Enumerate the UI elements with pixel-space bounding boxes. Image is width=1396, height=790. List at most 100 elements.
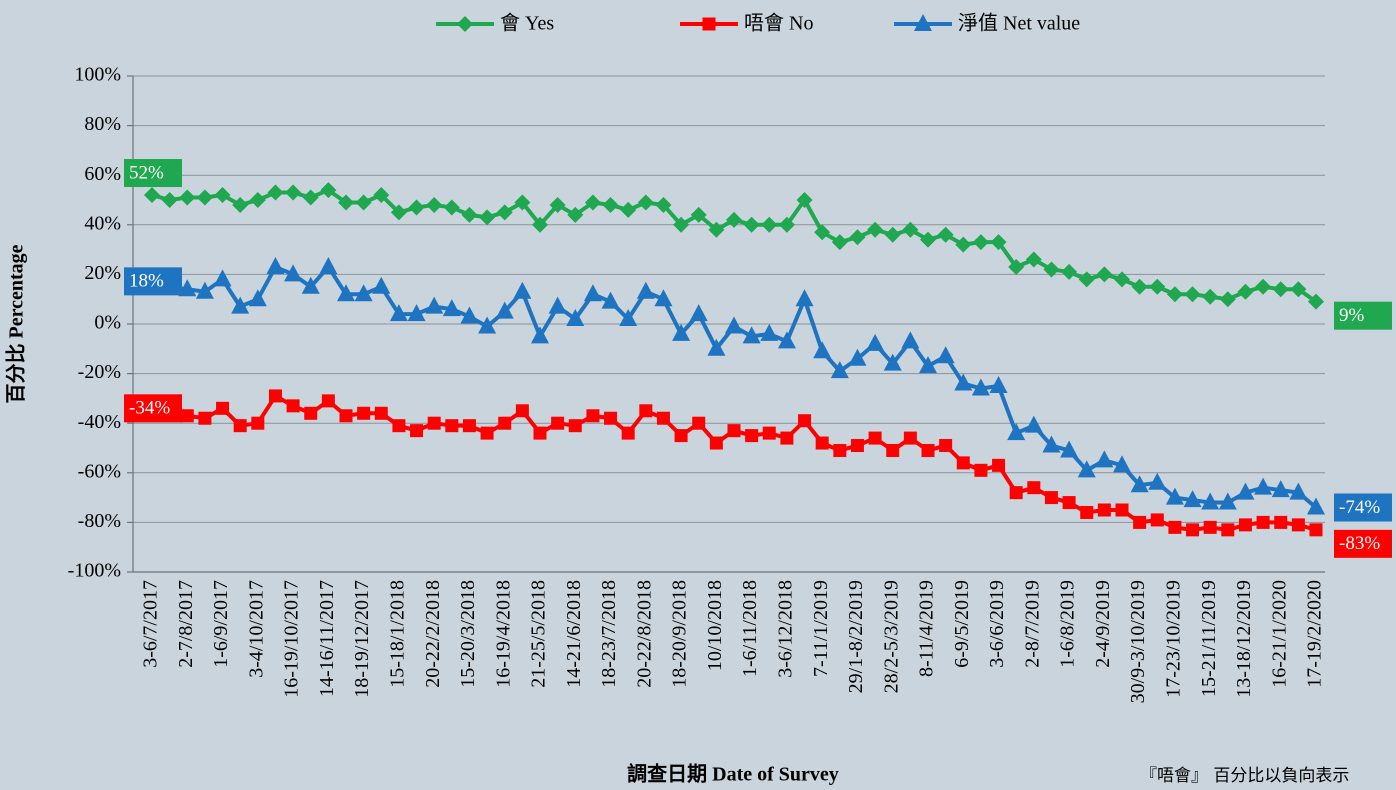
point xyxy=(762,426,776,440)
point xyxy=(939,439,953,453)
y-tick-label: -80% xyxy=(78,510,121,532)
point xyxy=(1042,435,1061,453)
point xyxy=(180,409,194,423)
point xyxy=(655,196,672,213)
point xyxy=(920,231,936,248)
point xyxy=(707,338,726,356)
x-tick-label: 2-4/9/2019 xyxy=(1092,580,1114,668)
point xyxy=(533,426,547,440)
series-line xyxy=(151,264,1318,510)
point xyxy=(620,201,637,218)
point xyxy=(1043,261,1060,278)
point xyxy=(621,426,635,440)
x-tick-label: 17-19/2/2020 xyxy=(1304,580,1326,688)
point xyxy=(1027,481,1041,495)
point xyxy=(1115,503,1129,517)
point xyxy=(1149,278,1166,295)
point xyxy=(1131,278,1148,295)
point xyxy=(1186,523,1200,537)
point xyxy=(1095,450,1114,468)
x-tick-label: 18-20/9/2018 xyxy=(669,580,691,688)
point xyxy=(601,291,620,309)
point xyxy=(972,234,989,251)
point xyxy=(1218,492,1237,510)
point xyxy=(1080,505,1094,519)
point xyxy=(216,401,230,415)
x-tick-label: 16-21/1/2020 xyxy=(1268,580,1290,688)
series-line xyxy=(151,393,1317,532)
y-tick-label: 80% xyxy=(84,113,121,135)
point xyxy=(1130,475,1149,493)
point xyxy=(1008,258,1025,275)
point xyxy=(195,281,214,299)
data-label: -34% xyxy=(129,398,170,419)
point xyxy=(301,276,320,294)
point xyxy=(442,299,461,317)
point xyxy=(461,206,478,223)
point xyxy=(1024,415,1043,433)
point xyxy=(796,192,813,208)
point xyxy=(654,289,673,307)
point xyxy=(372,276,391,294)
point xyxy=(726,211,742,228)
y-tick-label: 0% xyxy=(94,312,121,334)
point xyxy=(248,289,267,307)
x-tick-label: 3-6/7/2017 xyxy=(140,580,162,668)
point xyxy=(407,304,426,322)
point xyxy=(1096,266,1113,283)
x-tick-label: 17-23/10/2019 xyxy=(1163,580,1185,698)
point xyxy=(285,184,302,201)
point xyxy=(672,323,691,341)
point xyxy=(496,204,513,221)
data-label-box xyxy=(1334,529,1392,558)
point xyxy=(936,346,955,364)
x-tick-label: 21-25/5/2018 xyxy=(528,580,550,688)
point xyxy=(813,341,832,359)
point xyxy=(798,414,812,428)
point xyxy=(339,409,353,423)
x-tick-label: 16-19/4/2018 xyxy=(492,580,514,688)
point xyxy=(974,463,988,477)
y-tick-label: 40% xyxy=(84,212,121,234)
y-tick-label: -60% xyxy=(78,460,121,482)
point xyxy=(584,194,601,211)
point xyxy=(760,323,779,341)
data-label: 18% xyxy=(129,271,164,292)
point xyxy=(390,204,407,221)
point xyxy=(921,443,935,457)
point xyxy=(1254,477,1273,495)
point xyxy=(1097,503,1111,517)
point xyxy=(1166,286,1183,303)
point xyxy=(992,458,1006,472)
x-tick-label: 28/2-5/3/2019 xyxy=(880,580,902,693)
point xyxy=(761,216,778,233)
point xyxy=(903,431,917,445)
y-tick-label: -100% xyxy=(68,560,121,582)
point xyxy=(1113,455,1131,473)
point xyxy=(426,196,443,213)
point xyxy=(604,411,618,425)
data-label: 52% xyxy=(129,162,164,183)
y-tick-label: -20% xyxy=(78,361,121,383)
point xyxy=(196,189,213,206)
data-label-box xyxy=(124,159,182,188)
x-tick-label: 3-4/10/2017 xyxy=(245,580,267,678)
x-tick-label: 18-23/7/2018 xyxy=(598,580,620,688)
legend-label: 唔會 No xyxy=(744,12,813,35)
x-tick-label: 15-20/3/2018 xyxy=(457,580,479,688)
point xyxy=(795,289,814,307)
point xyxy=(777,331,796,349)
point xyxy=(780,431,794,445)
point xyxy=(745,429,759,443)
y-tick-label: 60% xyxy=(84,163,121,185)
point xyxy=(656,411,670,425)
point xyxy=(427,416,441,430)
point xyxy=(902,221,919,238)
point xyxy=(549,196,566,213)
x-tick-label: 29/1-8/2/2019 xyxy=(845,580,867,693)
point xyxy=(1168,520,1182,534)
legend-label: 淨值 Net value xyxy=(958,12,1080,35)
data-label-box xyxy=(1334,493,1392,522)
point xyxy=(989,376,1008,393)
